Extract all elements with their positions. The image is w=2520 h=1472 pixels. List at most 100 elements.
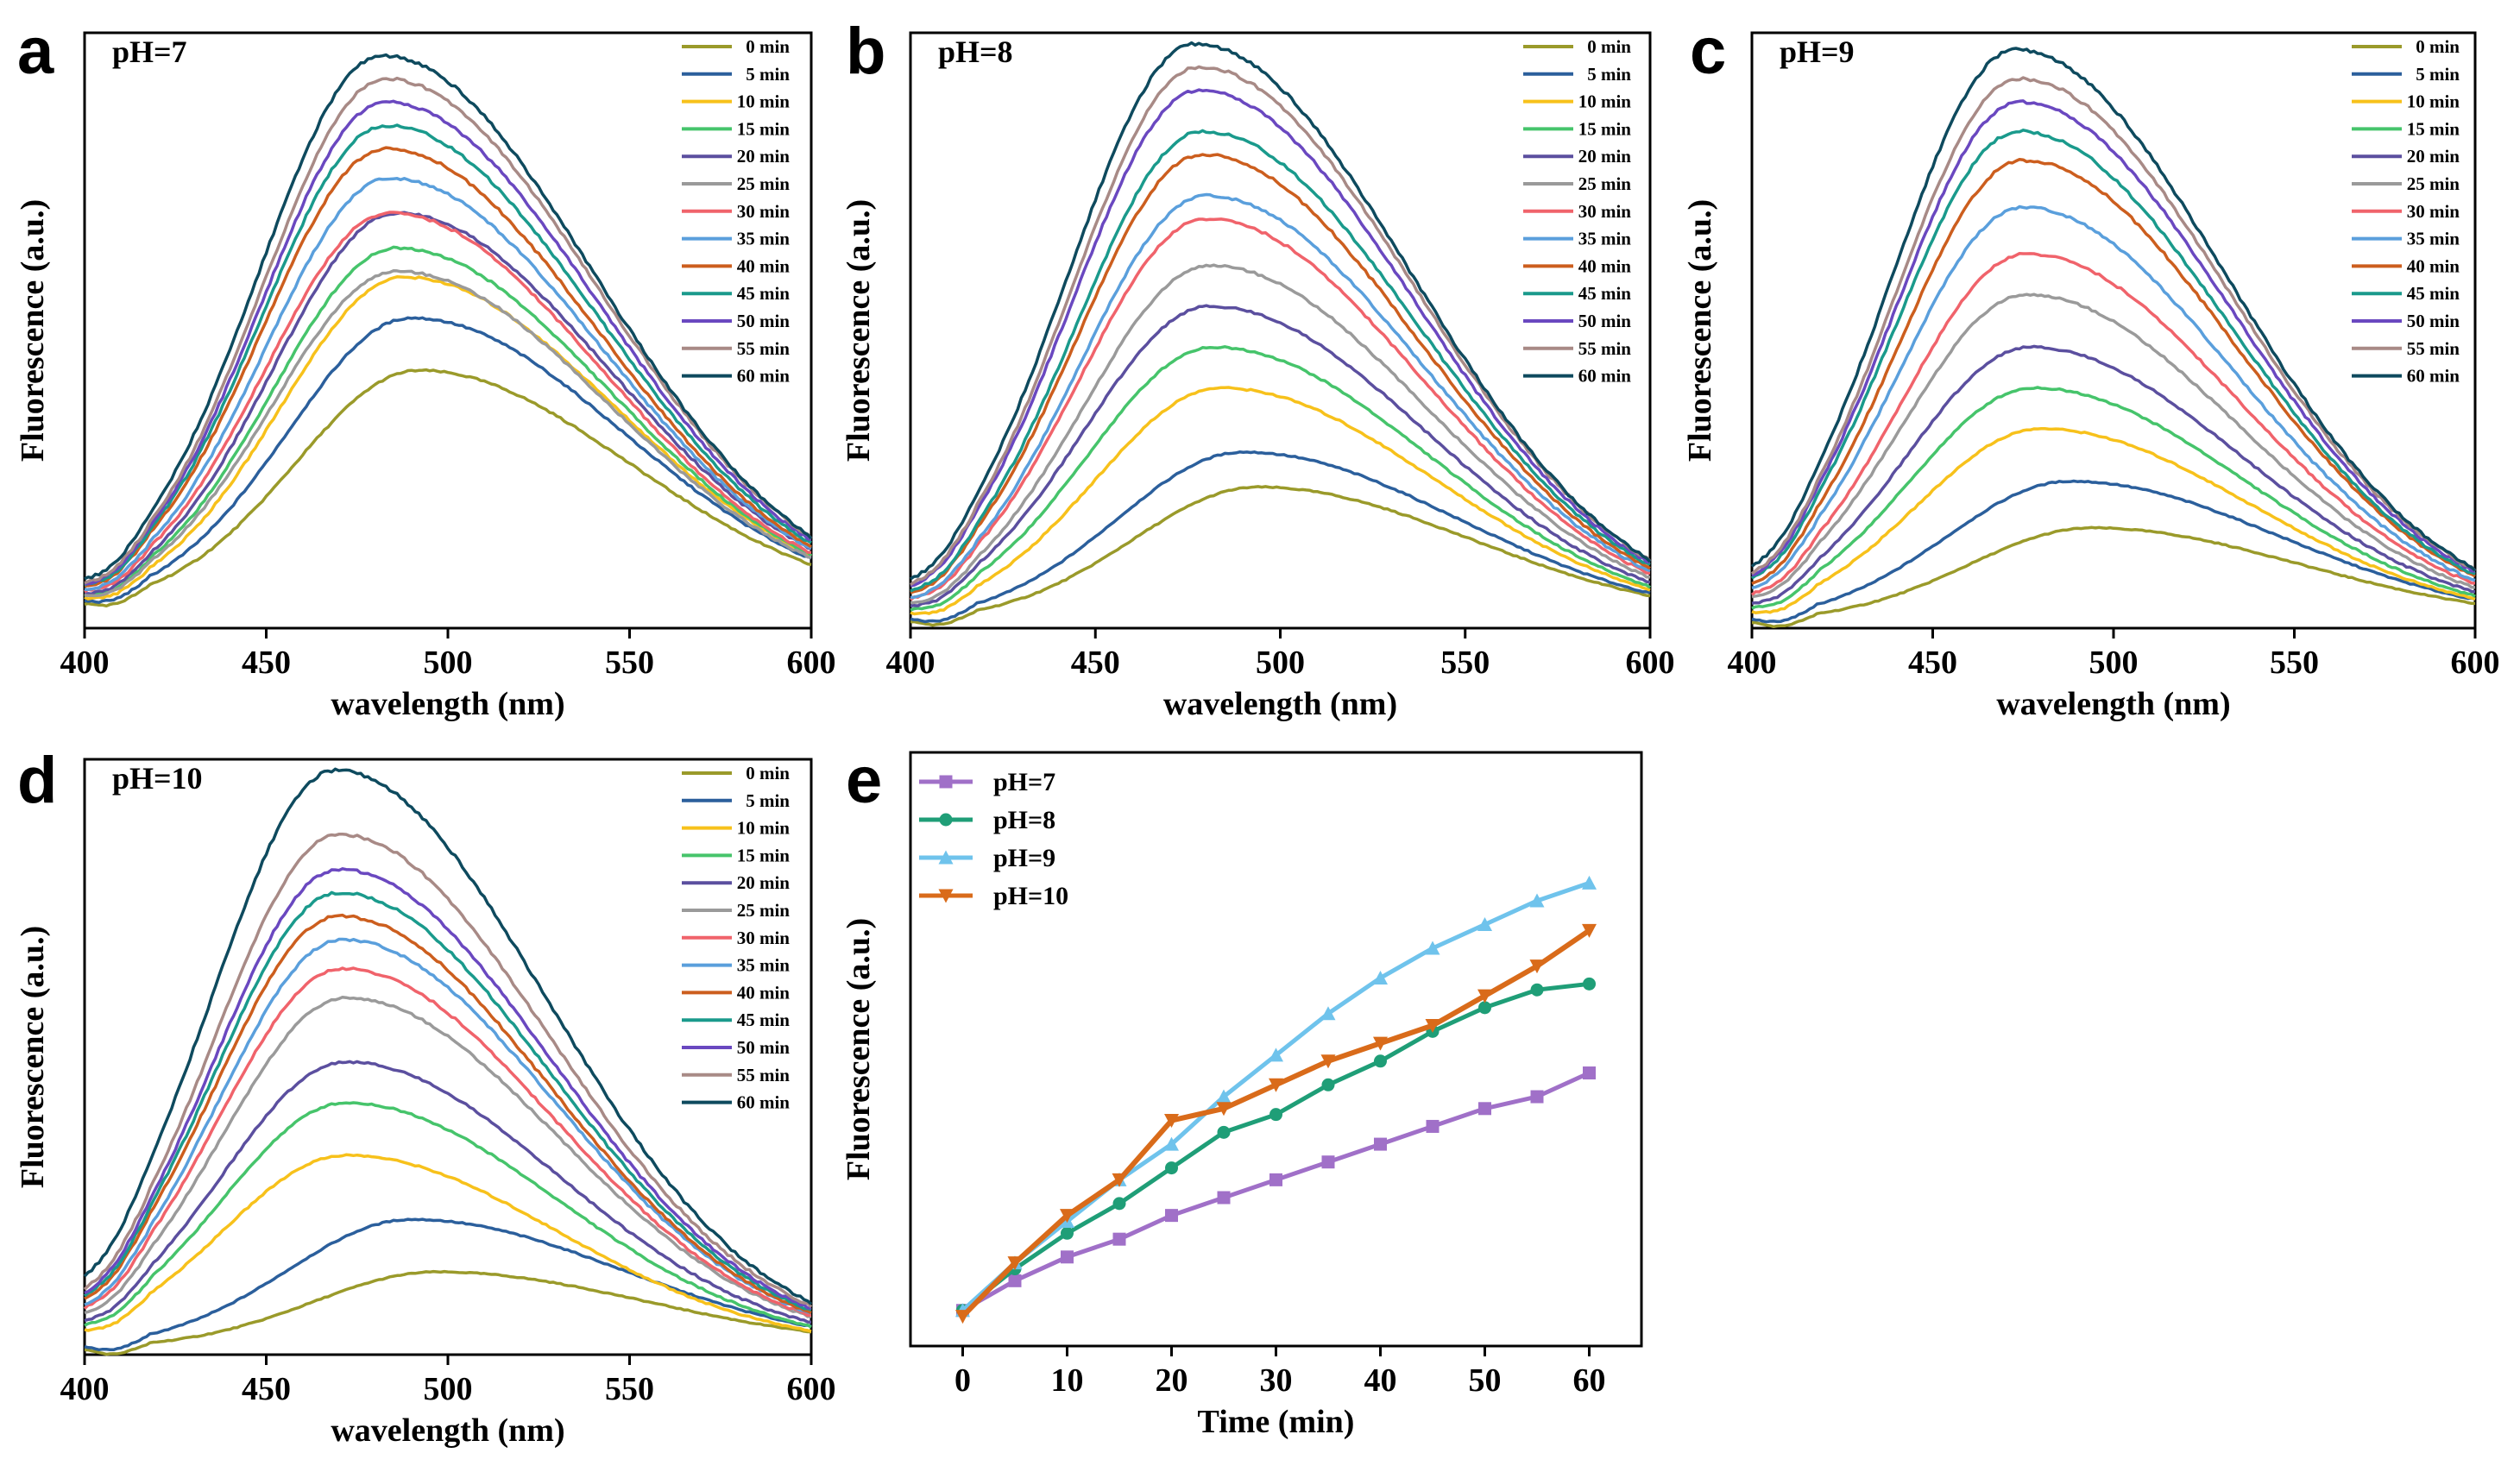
- y-axis-title-c: Fluorescence (a.u.): [1682, 199, 1718, 462]
- x-tick-label-b: 600: [1626, 645, 1675, 681]
- panel-letter-e: e: [846, 744, 882, 817]
- legend-label-c: 60 min: [2407, 366, 2460, 387]
- ph-label-c: pH=9: [1780, 35, 1855, 69]
- data-point-marker: [1217, 1191, 1231, 1205]
- chart-panel-c: c 400 450 500 550 600 wavelength (nm) Fluoresce…: [1682, 15, 2500, 722]
- data-point-marker: [1269, 1108, 1282, 1122]
- x-tick-label-e: 50: [1469, 1362, 1502, 1399]
- data-point-marker: [1008, 1274, 1022, 1287]
- legend-label-b: 5 min: [1587, 64, 1631, 85]
- legend-label-d: 55 min: [737, 1065, 791, 1085]
- series-line-c-11: [1750, 76, 2477, 576]
- x-tick-label-e: 60: [1573, 1362, 1606, 1399]
- series-line-c-4: [1751, 344, 2476, 605]
- series-line-d-3: [84, 1101, 812, 1329]
- panel-letter-b: b: [846, 15, 885, 88]
- data-point-marker: [1582, 923, 1597, 938]
- legend-label-c: 10 min: [2407, 91, 2460, 112]
- legend-label-a: 15 min: [737, 118, 791, 139]
- x-tick-label-e: 0: [954, 1362, 971, 1399]
- data-point-marker: [939, 775, 953, 789]
- series-line-b-8: [910, 153, 1651, 594]
- legend-label-d: 10 min: [737, 818, 791, 839]
- legend-label-b: 20 min: [1578, 146, 1632, 167]
- legend-label-d: 50 min: [737, 1037, 791, 1058]
- series-line-c-5: [1751, 293, 2476, 599]
- legend-label-d: 60 min: [737, 1092, 791, 1113]
- series-line-c-2: [1751, 427, 2476, 614]
- x-tick-label-d: 500: [424, 1371, 473, 1407]
- series-line-c-1: [1751, 479, 2476, 624]
- series-line-b-5: [910, 263, 1651, 605]
- series-line-d-6: [83, 966, 812, 1318]
- data-point-marker: [1320, 1054, 1336, 1069]
- data-point-marker: [1217, 1125, 1231, 1139]
- y-axis-title-b: Fluorescence (a.u.): [841, 199, 877, 462]
- series-line-d-11: [83, 833, 813, 1308]
- legend-label-c: 35 min: [2407, 229, 2460, 249]
- plot-frame-b: [909, 31, 1652, 630]
- series-line-c-0: [1752, 525, 2476, 629]
- x-tick-label-e: 20: [1156, 1362, 1188, 1399]
- data-point-marker: [1426, 1119, 1440, 1133]
- legend-label-d: 40 min: [737, 982, 791, 1003]
- data-point-marker: [1374, 1054, 1387, 1068]
- data-point-marker: [1321, 1078, 1335, 1091]
- x-axis-title-e: Time (min): [1198, 1404, 1355, 1440]
- x-tick-label-a: 550: [605, 645, 654, 681]
- x-tick-label-a: 500: [424, 645, 473, 681]
- data-point-marker: [1061, 1250, 1074, 1264]
- legend-label-c: 50 min: [2407, 311, 2460, 331]
- data-point-marker: [1164, 1136, 1179, 1151]
- data-point-marker: [1425, 940, 1440, 955]
- series-line-c-12: [1750, 47, 2477, 572]
- data-point-marker: [1582, 875, 1597, 890]
- legend-label-c: 15 min: [2407, 118, 2460, 139]
- legend-label-c: 25 min: [2407, 173, 2460, 194]
- data-point-marker: [1165, 1209, 1178, 1223]
- data-point-marker: [1007, 1256, 1023, 1271]
- series-line-b-1: [910, 450, 1651, 624]
- x-tick-label-c: 500: [2089, 645, 2139, 681]
- chart-panel-a: a 400 450 500 550 600 wavelength (nm) Fluoresce…: [15, 15, 836, 722]
- legend-label-a: 20 min: [737, 146, 791, 167]
- series-line-a-10: [84, 99, 812, 586]
- legend-label-d: 25 min: [737, 900, 791, 921]
- series-line-a-11: [84, 76, 813, 585]
- data-point-marker: [1583, 1066, 1596, 1080]
- series-line-b-3: [910, 345, 1652, 612]
- legend-label-a: 50 min: [737, 311, 791, 331]
- y-axis-title-d: Fluorescence (a.u.): [15, 926, 51, 1188]
- data-point-marker: [1112, 1197, 1126, 1211]
- panel-letter-c: c: [1690, 15, 1726, 88]
- legend-label-a: 45 min: [737, 283, 791, 304]
- legend-label-b: 30 min: [1578, 201, 1632, 222]
- legend-label-b: 50 min: [1578, 311, 1632, 331]
- series-line-a-7: [84, 176, 812, 591]
- legend-label-c: 55 min: [2407, 338, 2460, 359]
- legend-label-d: 20 min: [737, 872, 791, 893]
- series-line-d-10: [84, 867, 812, 1310]
- data-point-marker: [1320, 1006, 1336, 1021]
- x-tick-label-d: 400: [60, 1371, 110, 1407]
- legend-label-d: 35 min: [737, 955, 791, 976]
- legend-label-b: 25 min: [1578, 173, 1632, 194]
- series-line-b-4: [910, 304, 1651, 608]
- y-axis-title-a: Fluorescence (a.u.): [15, 199, 51, 462]
- data-point-marker: [1373, 1036, 1388, 1051]
- legend-label-d: 0 min: [746, 763, 790, 783]
- legend-label-b: 40 min: [1578, 255, 1632, 276]
- series-line-d-0: [84, 1269, 812, 1356]
- series-line-ph-9: [961, 881, 1591, 1312]
- series-line-d-12: [83, 767, 813, 1305]
- chart-panel-e: e 0 10 20 30 40 50 60 Time (min) Fluorescence (a.…: [841, 744, 1643, 1440]
- data-point-marker: [1165, 1161, 1178, 1175]
- x-tick-label-e: 40: [1364, 1362, 1397, 1399]
- series-line-b-7: [910, 192, 1651, 600]
- data-point-marker: [1477, 989, 1492, 1003]
- legend-label-a: 10 min: [737, 91, 791, 112]
- legend-label-a: 40 min: [737, 255, 791, 276]
- x-tick-label-c: 600: [2451, 645, 2500, 681]
- data-point-marker: [955, 1310, 970, 1324]
